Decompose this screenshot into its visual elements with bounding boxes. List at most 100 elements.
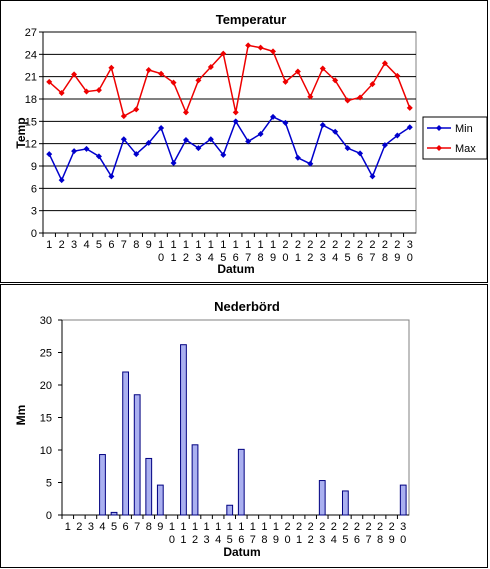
legend-max-label: Max <box>455 143 476 155</box>
series-min-point <box>46 151 53 158</box>
precipitation-bar <box>318 480 326 516</box>
temperature-y-axis-label: Temp <box>14 117 28 148</box>
series-min-point <box>95 153 102 160</box>
series-max-point <box>232 109 239 116</box>
precipitation-x-tick-label: 1 <box>65 521 71 533</box>
series-min-point <box>270 113 277 120</box>
temperature-y-tick-label: 21 <box>25 72 37 84</box>
temperature-y-tick-label: 3 <box>31 206 37 218</box>
precipitation-y-tick-label: 0 <box>46 510 52 522</box>
series-min-point <box>381 142 388 149</box>
precipitation-bar <box>237 448 245 516</box>
series-max-point <box>319 65 326 72</box>
precipitation-x-tick-label: 7 <box>134 521 140 533</box>
series-min-point <box>145 139 152 146</box>
series-max-point <box>207 63 214 70</box>
legend-max-marker <box>436 145 442 151</box>
series-max-point <box>195 77 202 84</box>
precipitation-x-tick-label: 8 <box>146 521 152 533</box>
series-min-point <box>108 173 115 180</box>
series-min-point <box>406 124 413 131</box>
series-min-point <box>158 125 165 132</box>
precipitation-bar <box>145 457 153 516</box>
temperature-x-tick-label: 7 <box>121 239 127 251</box>
precipitation-x-tick-label: 6 <box>123 521 129 533</box>
temperature-x-tick-label: 1 <box>46 239 52 251</box>
temperature-chart-panel: Temperatur Datum Temp 0 3 6 9 12 15 18 21 24 27 1… <box>0 0 488 283</box>
precipitation-y-tick-label: 10 <box>40 445 52 457</box>
temperature-x-tick-label: 8 <box>133 239 139 251</box>
precipitation-y-tick-label: 5 <box>46 478 52 490</box>
precipitation-y-tick-label: 15 <box>40 413 52 425</box>
series-min-point <box>294 154 301 161</box>
temperature-x-tick-label: 2 <box>59 239 65 251</box>
series-max-point <box>294 68 301 75</box>
series-min-point <box>245 138 252 145</box>
temperature-y-tick-label: 0 <box>31 228 37 240</box>
series-min-point <box>207 136 214 143</box>
temperature-x-axis-label: Datum <box>217 262 254 276</box>
series-max-point <box>381 60 388 67</box>
series-max-point <box>270 48 277 55</box>
series-min-point <box>120 136 127 143</box>
precipitation-x-tick-label: 3 <box>88 521 94 533</box>
series-max-point <box>71 71 78 78</box>
series-max-point <box>145 66 152 73</box>
temperature-y-tick-label: 15 <box>25 116 37 128</box>
series-max-point <box>394 72 401 79</box>
series-min-point <box>257 130 264 137</box>
precipitation-bar <box>191 444 199 516</box>
series-min-point <box>319 122 326 129</box>
precipitation-bar <box>156 484 164 516</box>
series-min-point <box>357 150 364 157</box>
precipitation-bar <box>226 504 234 516</box>
series-max-point <box>307 93 314 100</box>
series-min-point <box>170 160 177 167</box>
series-min-point <box>344 145 351 152</box>
series-max-point <box>357 94 364 101</box>
temperature-y-tick-label: 24 <box>25 49 37 61</box>
temperature-x-tick-label: 9 <box>146 239 152 251</box>
series-min-point <box>182 136 189 143</box>
series-min-point <box>133 151 140 158</box>
precipitation-bar <box>99 454 106 516</box>
series-max-point <box>344 97 351 104</box>
series-max-point <box>245 42 252 49</box>
precipitation-y-tick-label: 20 <box>40 380 52 392</box>
series-max-point <box>108 64 115 71</box>
temperature-x-tick-label: 5 <box>96 239 102 251</box>
series-min-point <box>232 118 239 125</box>
series-max-point <box>369 81 376 88</box>
series-max-point <box>257 44 264 51</box>
series-max-point <box>182 109 189 116</box>
precipitation-bar <box>110 511 118 516</box>
precipitation-x-tick-label: 4 <box>99 521 105 533</box>
series-max-point <box>46 78 53 85</box>
